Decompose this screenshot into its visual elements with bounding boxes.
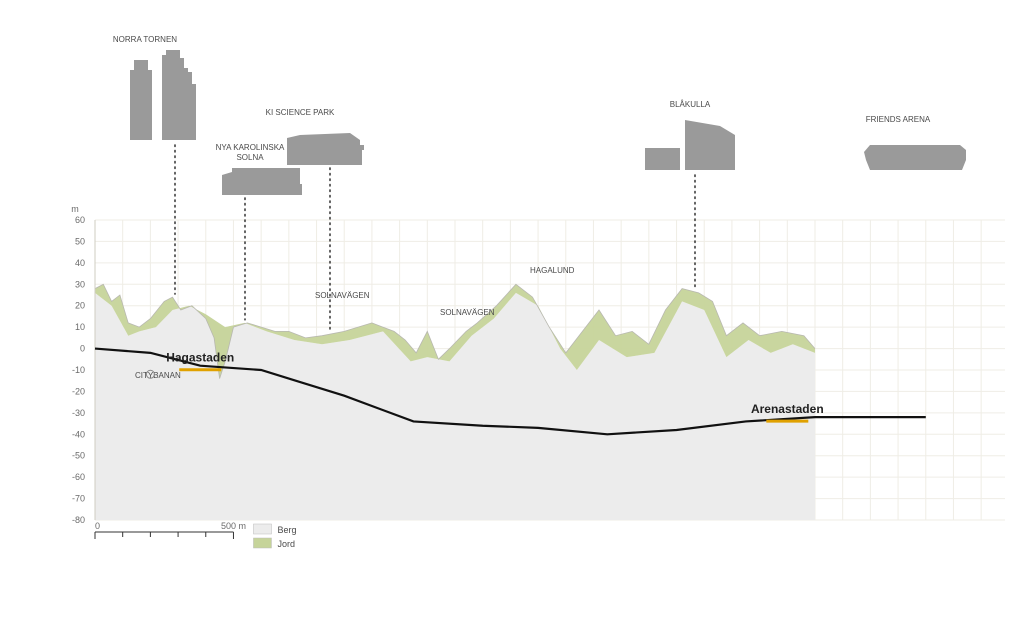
building-label: NORRA TORNEN: [113, 35, 177, 44]
svg-canvas: m60 50 40 30 20 10 0 -10 -20 -30 -40 -50 -60 -70 -80 NO…: [0, 0, 1024, 624]
building-label: BLÅKULLA: [670, 100, 711, 109]
y-tick-label: 0: [80, 344, 85, 354]
y-tick-label: -10: [72, 365, 85, 375]
station-label: Hagastaden: [166, 351, 234, 365]
building-label: FRIENDS ARENA: [866, 115, 931, 124]
y-tick-label: -50: [72, 451, 85, 461]
y-tick-label: 50: [75, 236, 85, 246]
legend-label: Jord: [277, 539, 295, 549]
cross-section-diagram: m60 50 40 30 20 10 0 -10 -20 -30 -40 -50 -60 -70 -80 NO…: [0, 0, 1024, 624]
scale-label-0: 0: [95, 521, 100, 531]
station-label: Arenastaden: [751, 402, 824, 416]
y-tick-label: -80: [72, 515, 85, 525]
scale-label-500: 500 m: [221, 521, 246, 531]
legend-label: Berg: [277, 525, 296, 535]
y-tick-label: -30: [72, 408, 85, 418]
y-tick-label: -40: [72, 429, 85, 439]
building-silhouette: [222, 168, 302, 195]
y-tick-label: 10: [75, 322, 85, 332]
y-tick-label: 40: [75, 258, 85, 268]
building-silhouette: [130, 60, 152, 140]
y-tick-label: 20: [75, 301, 85, 311]
building-silhouette: [864, 145, 966, 170]
y-tick-label: -20: [72, 386, 85, 396]
building-silhouette: [645, 148, 680, 170]
profile-label: CITYBANAN: [135, 371, 181, 380]
profile-label: SOLNAVÄGEN: [315, 291, 370, 300]
building-label: KI SCIENCE PARK: [266, 108, 335, 117]
y-tick-label: 30: [75, 279, 85, 289]
y-tick-label: 60: [75, 215, 85, 225]
y-tick-label: -70: [72, 494, 85, 504]
y-axis-unit: m: [71, 204, 79, 214]
profile-label: SOLNAVÄGEN: [440, 308, 495, 317]
building-silhouette: [287, 133, 364, 165]
legend-swatch: [253, 524, 271, 534]
legend-swatch: [253, 538, 271, 548]
profile-label: HAGALUND: [530, 266, 575, 275]
y-tick-label: -60: [72, 472, 85, 482]
